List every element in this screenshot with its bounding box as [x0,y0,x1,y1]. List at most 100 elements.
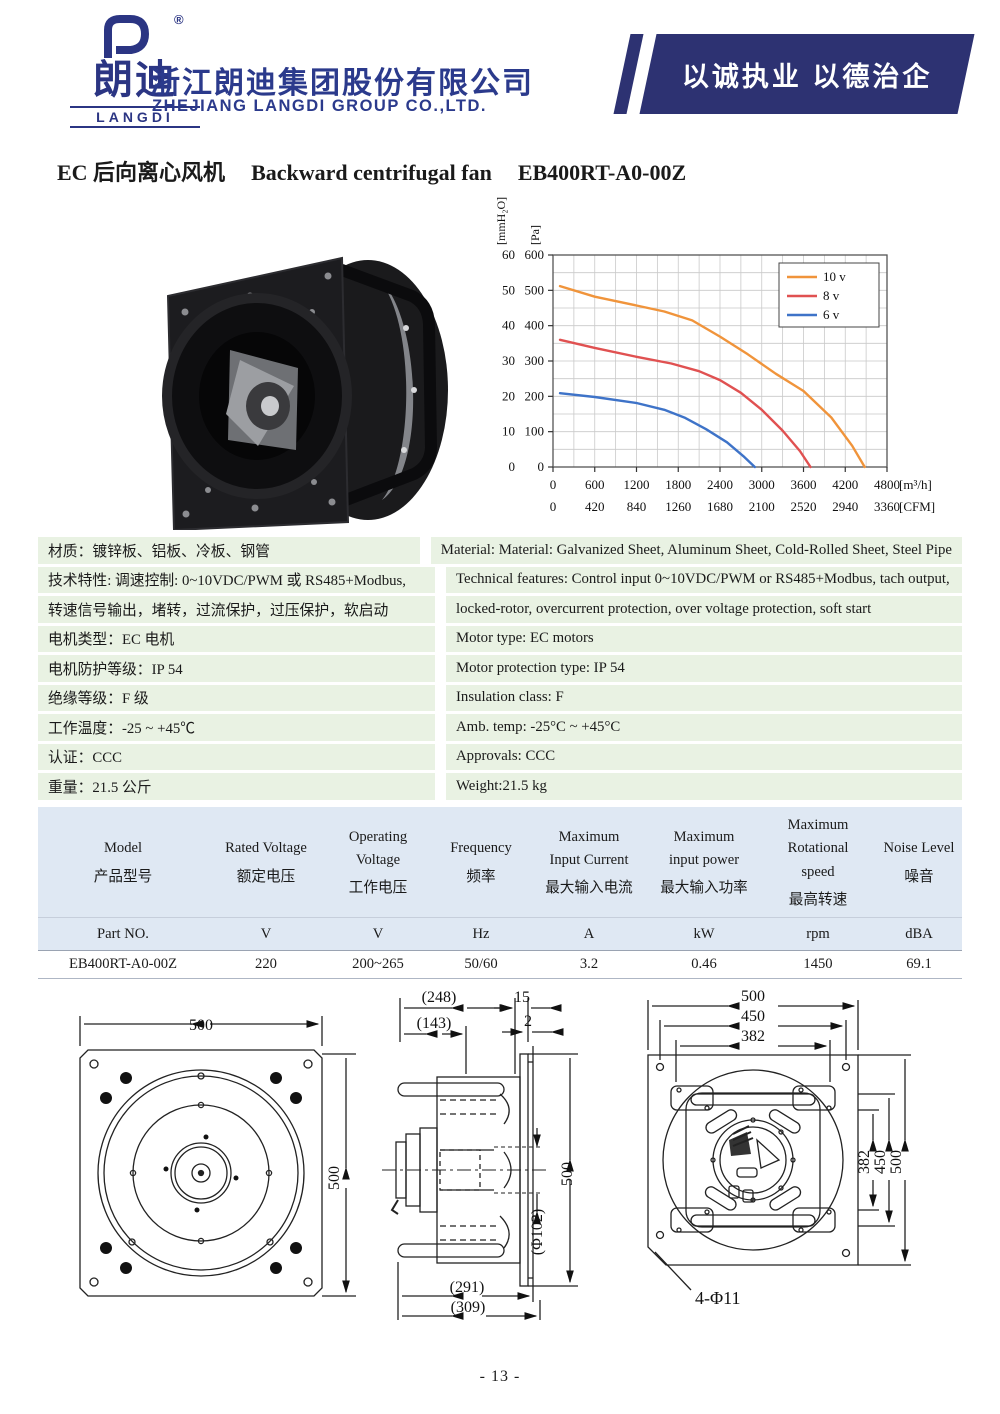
rear-dim-500-top: 500 [741,990,765,1005]
spec-en-row: Motor protection type: IP 54 [446,655,962,682]
value-cell: 220 [208,951,324,978]
col-header-cn: 噪音 [904,868,934,885]
side-dim-500: 500 [559,1162,576,1186]
value-cell: 3.2 [530,951,648,978]
spec-en-row: Motor type: EC motors [446,625,962,652]
spec-cn-row: 认证：CCC [38,743,435,770]
side-dim-143: (143) [417,1015,452,1032]
rear-dim-382-right: 382 [856,1150,873,1174]
side-dim-309: (309) [451,1299,486,1316]
svg-text:3000: 3000 [749,477,775,492]
svg-text:2940: 2940 [832,499,858,514]
svg-text:3600: 3600 [791,477,817,492]
spec-band: 材质：镀锌板、铝板、冷板、钢管 Material: Material: Galva… [38,537,962,803]
col-header-cn: 最大输入电流 [545,880,633,897]
svg-text:[mmH₂O]: [mmH₂O] [494,197,508,245]
svg-text:600: 600 [525,247,545,262]
svg-text:10: 10 [502,424,515,439]
svg-text:4800: 4800 [874,477,900,492]
rear-dim-450-right: 450 [872,1150,889,1174]
spec-cn-row: 电机防护等级：IP 54 [38,655,435,682]
unit-cell: rpm [760,918,876,950]
logo-latin-text: LANGDI [70,106,200,128]
unit-cell: A [530,918,648,950]
logo-mark-wrap: ® [70,12,200,60]
col-header-cn: 频率 [466,868,496,885]
unit-cell: V [324,918,432,950]
svg-text:0: 0 [509,459,516,474]
svg-text:0: 0 [550,499,557,514]
front-dim-height: 500 [326,1166,343,1190]
value-cell: EB400RT-A0-00Z [38,951,208,978]
unit-cell: kW [648,918,760,950]
spec-en-row: Approvals: CCC [446,743,962,770]
company-name-en: ZHEJIANG LANGDI GROUP CO.,LTD. [152,97,487,115]
svg-text:600: 600 [585,477,605,492]
col-header-cn: 额定电压 [236,868,296,885]
rear-dim-holes: 4-Φ11 [695,1288,740,1308]
drum-metal-band [378,278,414,500]
col-header-en: Maximum input power [668,828,740,869]
series-10v [558,284,866,469]
title-model: EB400RT-A0-00Z [517,160,687,185]
ring-lip [162,293,352,499]
side-dim-291: (291) [450,1279,485,1296]
drawing-side-view: (248) (143) 15 2 500 (Φ102) (291) (309) [382,989,578,1320]
page-number: - 13 - [479,1368,521,1385]
col-header-cn: 产品型号 [93,868,153,885]
col-header-en: Operating Voltage [348,828,408,869]
svg-text:4200: 4200 [832,477,858,492]
company-name-cn: 浙江朗迪集团股份有限公司 [150,67,534,100]
slogan-banner: 以诚执业 以德治企 [639,34,975,114]
spec-cn-row: 重量：21.5 公斤 [38,773,435,800]
spec-table: Model 产品型号 Rated Voltage 额定电压 Operating Vo… [38,807,962,979]
svg-text:[CFM]: [CFM] [899,499,935,514]
chart-svg: 0060042012008401800126024001680300021003… [494,197,935,514]
rear-dim-382-top: 382 [741,1028,765,1045]
side-dim-2: 2 [524,1013,532,1030]
side-dim-phi102: (Φ102) [529,1209,546,1255]
logo-mark-icon [104,15,150,58]
unit-cell: Hz [432,918,530,950]
product-photo [162,256,448,530]
svg-text:6 v: 6 v [823,307,840,322]
spec-en-row: Material: Material: Galvanized Sheet, Al… [430,537,962,564]
spec-cn-row: 绝缘等级：F 级 [38,684,435,711]
spec-cn-row: 工作温度：-25 ~ +45℃ [38,714,435,741]
svg-text:0: 0 [538,459,545,474]
svg-text:100: 100 [525,424,545,439]
title-en: Backward centrifugal fan [251,160,492,185]
svg-text:50: 50 [502,282,515,297]
spec-en-row: Insulation class: F [446,684,962,711]
logo-chinese-chars: 朗迪 [93,58,177,102]
svg-text:3360: 3360 [874,499,900,514]
langdi-logo: ® 朗迪 LANGDI [70,12,200,128]
value-cell: 50/60 [432,951,530,978]
drawing-rear-view: 500 450 382 382 450 500 4-Φ11 [647,990,911,1308]
svg-text:10 v: 10 v [823,269,846,284]
title-cn: EC 后向离心风机 [57,160,226,185]
rear-dim-450-top: 450 [741,1008,765,1025]
spec-en-row: Technical features: Control input 0~10VD… [446,566,962,593]
svg-text:8 v: 8 v [823,288,840,303]
front-dim-width: 500 [189,1017,213,1034]
page-title: EC 后向离心风机 Backward centrifugal fan EB400… [57,155,686,187]
col-header-cn: 工作电压 [348,880,408,897]
svg-text:2400: 2400 [707,477,733,492]
svg-text:1260: 1260 [665,499,691,514]
col-header-en: Frequency [450,840,512,857]
table-unit-row: Part NO. V V Hz A kW rpm dBA [38,917,962,950]
value-cell: 1450 [760,951,876,978]
col-header-en: Maximum Rotational speed [787,817,849,880]
unit-cell: V [208,918,324,950]
slogan-text: 以诚执业 以德治企 [681,61,933,92]
svg-text:200: 200 [525,388,545,403]
svg-text:400: 400 [525,318,545,333]
svg-text:[Pa]: [Pa] [528,225,542,245]
svg-text:840: 840 [627,499,647,514]
table-value-row: EB400RT-A0-00Z 220 200~265 50/60 3.2 0.4… [38,950,962,979]
banner-stripe [613,34,644,114]
unit-cell: Part NO. [38,918,208,950]
svg-text:40: 40 [502,318,515,333]
col-header-cn: 最高转速 [788,892,848,909]
